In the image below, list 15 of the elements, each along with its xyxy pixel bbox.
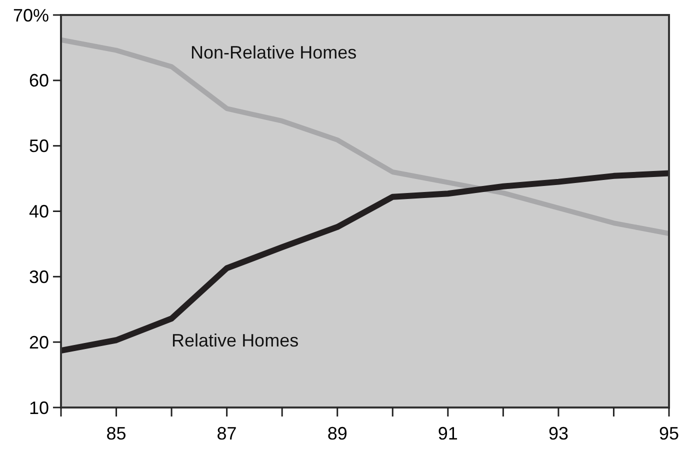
y-tick-label: 40 [28, 202, 49, 222]
x-tick-label: 89 [327, 424, 348, 444]
x-tick-label: 91 [438, 424, 458, 444]
x-tick-label: 93 [548, 424, 568, 444]
y-tick-label: 10 [28, 398, 49, 418]
x-tick-label: 95 [658, 424, 680, 444]
y-tick-label: 60 [28, 70, 49, 91]
y-tick-label: 50 [28, 136, 49, 156]
series-label: Non-Relative Homes [190, 42, 357, 63]
x-tick-label: 85 [106, 424, 126, 444]
x-tick-label: 87 [216, 424, 237, 444]
series-label: Relative Homes [172, 330, 299, 351]
y-tick-label: 70% [12, 5, 49, 26]
y-tick-label: 30 [28, 266, 49, 287]
y-tick-label: 20 [28, 332, 49, 352]
